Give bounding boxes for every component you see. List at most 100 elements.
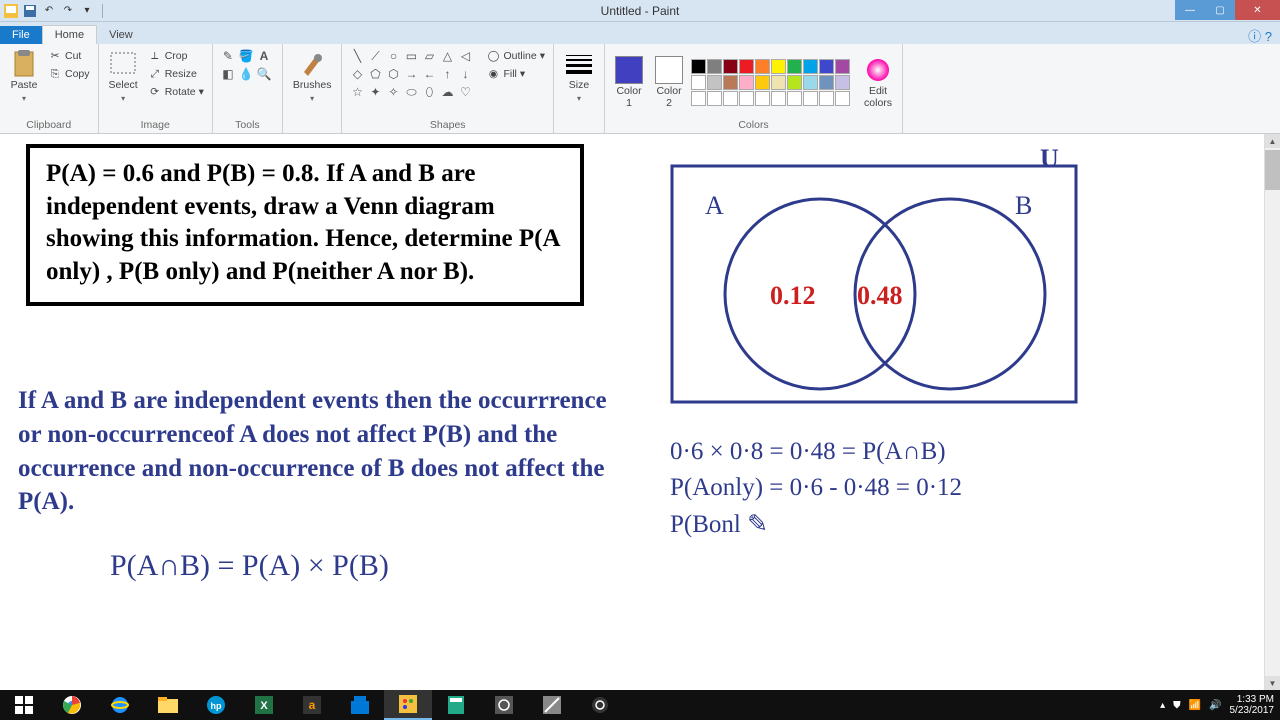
excel-icon[interactable]: X [240,690,288,720]
palette-color[interactable] [755,59,770,74]
palette-color[interactable] [819,59,834,74]
palette-color[interactable] [835,59,850,74]
palette-color[interactable] [707,75,722,90]
color1-button[interactable]: Color 1 [611,54,647,111]
tray-up-icon[interactable]: ▴ [1160,700,1165,711]
quick-access-toolbar: ↶ ↷ ▾ [0,3,107,19]
window-title: Untitled - Paint [601,4,680,18]
palette-color[interactable] [691,59,706,74]
palette-color[interactable] [691,91,706,106]
close-button[interactable]: ✕ [1235,0,1280,20]
text-tool[interactable]: A [255,48,273,64]
crop-button[interactable]: ⟂Crop [146,48,206,64]
palette-color[interactable] [723,59,738,74]
fill-button[interactable]: ◉Fill ▾ [484,66,547,82]
calculator-icon[interactable] [432,690,480,720]
paint-icon[interactable] [3,3,19,19]
svg-text:a: a [309,698,316,712]
eraser-tool[interactable]: ◧ [219,66,237,82]
redo-icon[interactable]: ↷ [60,3,76,19]
color-palette[interactable] [691,59,850,106]
palette-color[interactable] [739,59,754,74]
file-tab[interactable]: File [0,26,42,44]
vertical-scrollbar[interactable]: ▲ ▼ [1264,134,1280,690]
palette-color[interactable] [739,91,754,106]
pencil-tool[interactable]: ✎ [219,48,237,64]
start-button[interactable] [0,690,48,720]
resize-button[interactable]: ⤢Resize [146,66,206,82]
fill-tool[interactable]: 🪣 [237,48,255,64]
store-icon[interactable] [336,690,384,720]
ie-icon[interactable] [96,690,144,720]
explanation-text: If A and B are independent events then t… [18,384,608,519]
select-button[interactable]: Select ▾ [105,48,142,105]
paint-taskbar-icon[interactable] [384,690,432,720]
minimize-button[interactable]: — [1175,0,1205,20]
palette-color[interactable] [787,75,802,90]
maximize-button[interactable]: ▢ [1205,0,1235,20]
view-tab[interactable]: View [97,26,145,44]
palette-color[interactable] [771,59,786,74]
palette-color[interactable] [707,59,722,74]
shapes-group: ╲⟋○▭▱△◁ ◇⬠⬡→←↑↓ ☆✦✧⬭⬯☁♡ ◯Outline ▾ ◉Fill… [342,44,554,133]
palette-color[interactable] [803,59,818,74]
palette-color[interactable] [835,91,850,106]
problem-text: P(A) = 0.6 and P(B) = 0.8. If A and B ar… [26,144,584,306]
undo-icon[interactable]: ↶ [41,3,57,19]
palette-color[interactable] [803,75,818,90]
copy-button[interactable]: ⎘Copy [46,66,92,82]
color2-button[interactable]: Color 2 [651,54,687,111]
shield-icon[interactable]: ⛊ [1173,700,1181,711]
edit-colors-button[interactable]: Edit colors [860,54,896,111]
palette-color[interactable] [771,75,786,90]
shapes-gallery[interactable]: ╲⟋○▭▱△◁ ◇⬠⬡→←↑↓ ☆✦✧⬭⬯☁♡ [348,48,474,100]
palette-color[interactable] [819,75,834,90]
app-icon-1[interactable] [480,690,528,720]
size-group: Size ▾ [554,44,605,133]
cut-button[interactable]: ✂Cut [46,48,92,64]
palette-color[interactable] [787,91,802,106]
system-tray[interactable]: ▴ ⛊ 📶 🔊 1:33 PM 5/23/2017 [1160,694,1280,716]
svg-text:X: X [260,700,268,712]
palette-color[interactable] [819,91,834,106]
explorer-icon[interactable] [144,690,192,720]
palette-color[interactable] [771,91,786,106]
brushes-button[interactable]: Brushes ▾ [289,48,336,105]
app-icon-2[interactable] [528,690,576,720]
palette-color[interactable] [835,75,850,90]
palette-color[interactable] [803,91,818,106]
tools-group: ✎ 🪣 A ◧ 💧 🔍 Tools [213,44,283,133]
size-button[interactable]: Size ▾ [560,48,598,105]
clock[interactable]: 1:33 PM 5/23/2017 [1230,694,1275,716]
save-icon[interactable] [22,3,38,19]
amazon-icon[interactable]: a [288,690,336,720]
palette-color[interactable] [723,91,738,106]
help-icon[interactable]: ⓘ ? [1248,26,1272,45]
svg-text:0.12: 0.12 [770,281,816,310]
palette-color[interactable] [755,75,770,90]
hp-icon[interactable]: hp [192,690,240,720]
calculation-text: 0·6 × 0·8 = 0·48 = P(A∩B) P(Aonly) = 0·6… [670,434,962,543]
palette-color[interactable] [691,75,706,90]
home-tab[interactable]: Home [42,25,97,44]
picker-tool[interactable]: 💧 [237,66,255,82]
palette-color[interactable] [787,59,802,74]
rotate-button[interactable]: ⟳Rotate ▾ [146,84,206,100]
svg-text:B: B [1015,191,1032,220]
taskbar: hp X a ▴ ⛊ 📶 🔊 1:33 PM 5/23/2017 [0,690,1280,720]
network-icon[interactable]: 📶 [1189,700,1201,711]
customize-icon[interactable]: ▾ [79,3,95,19]
canvas[interactable]: ▲ ▼ P(A) = 0.6 and P(B) = 0.8. If A and … [0,134,1280,690]
paste-button[interactable]: Paste ▾ [6,48,42,105]
window-controls: — ▢ ✕ [1175,0,1280,20]
chrome-icon[interactable] [48,690,96,720]
obs-icon[interactable] [576,690,624,720]
palette-color[interactable] [707,91,722,106]
palette-color[interactable] [739,75,754,90]
outline-button[interactable]: ◯Outline ▾ [484,48,547,64]
palette-color[interactable] [723,75,738,90]
palette-color[interactable] [755,91,770,106]
zoom-tool[interactable]: 🔍 [255,66,273,82]
svg-text:0.48: 0.48 [857,281,903,310]
volume-icon[interactable]: 🔊 [1209,700,1221,711]
